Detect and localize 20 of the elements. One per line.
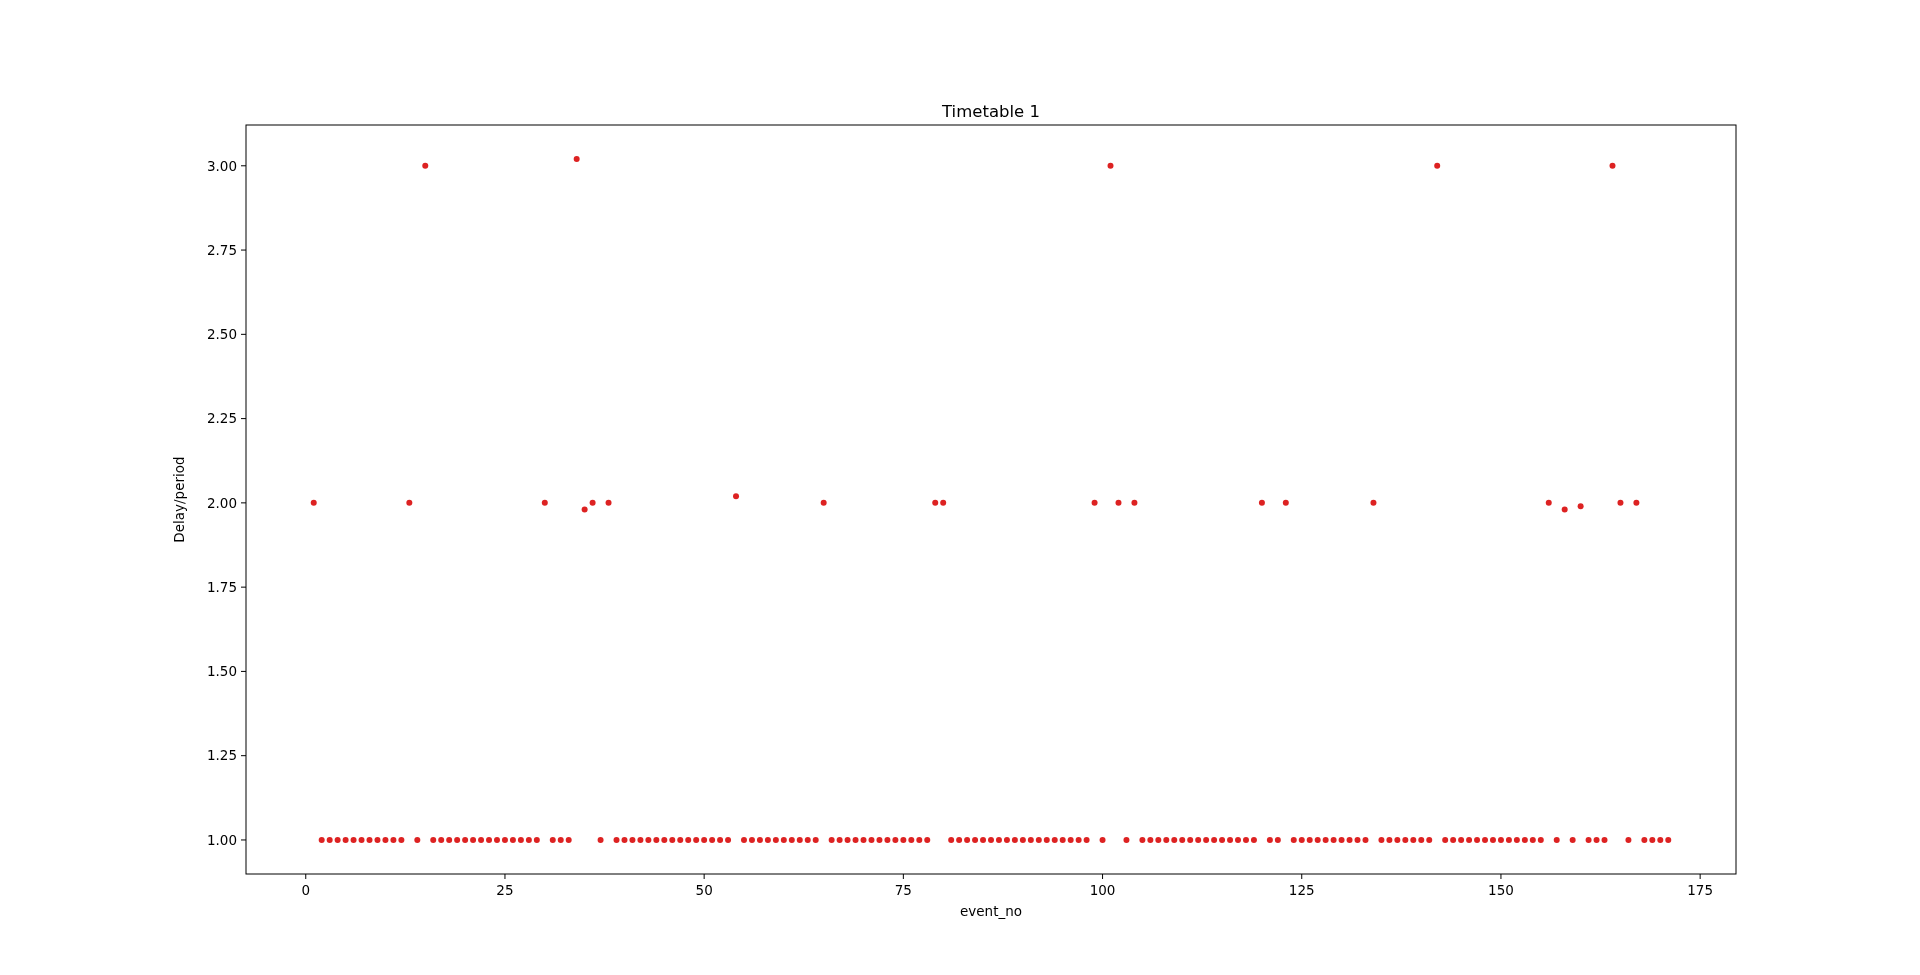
y-tick-label: 2.25: [206, 410, 237, 427]
y-tick-label: 1.00: [206, 831, 237, 848]
x-tick-label: 75: [894, 882, 912, 898]
x-tick-label: 25: [496, 882, 514, 898]
y-tick-label: 1.75: [206, 578, 237, 595]
x-tick-label: 150: [1488, 882, 1514, 898]
chart-title: Timetable 1: [941, 102, 1040, 121]
x-tick-label: 0: [301, 882, 311, 898]
y-tick-label: 1.25: [206, 747, 237, 764]
x-tick-label: 125: [1288, 882, 1315, 898]
x-tick-label: 100: [1089, 882, 1116, 898]
y-tick-label: 1.50: [206, 663, 237, 680]
y-tick-label: 3.00: [206, 157, 237, 174]
y-tick-label: 2.00: [206, 494, 237, 511]
x-tick-label: 175: [1687, 882, 1714, 898]
y-tick-label: 2.50: [206, 326, 237, 343]
x-tick-label: 50: [695, 882, 713, 898]
y-axis-title: Delay/period: [171, 456, 187, 543]
x-axis-title: event_no: [959, 903, 1023, 919]
y-tick-label: 2.75: [206, 241, 237, 258]
